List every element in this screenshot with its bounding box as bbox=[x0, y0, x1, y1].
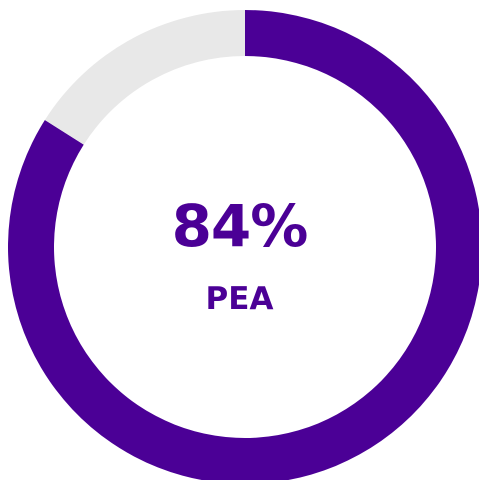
center-percentage-label: 84% bbox=[171, 192, 309, 260]
center-metric-label: PEA bbox=[205, 281, 274, 317]
donut-slice-remainder bbox=[44, 10, 245, 145]
